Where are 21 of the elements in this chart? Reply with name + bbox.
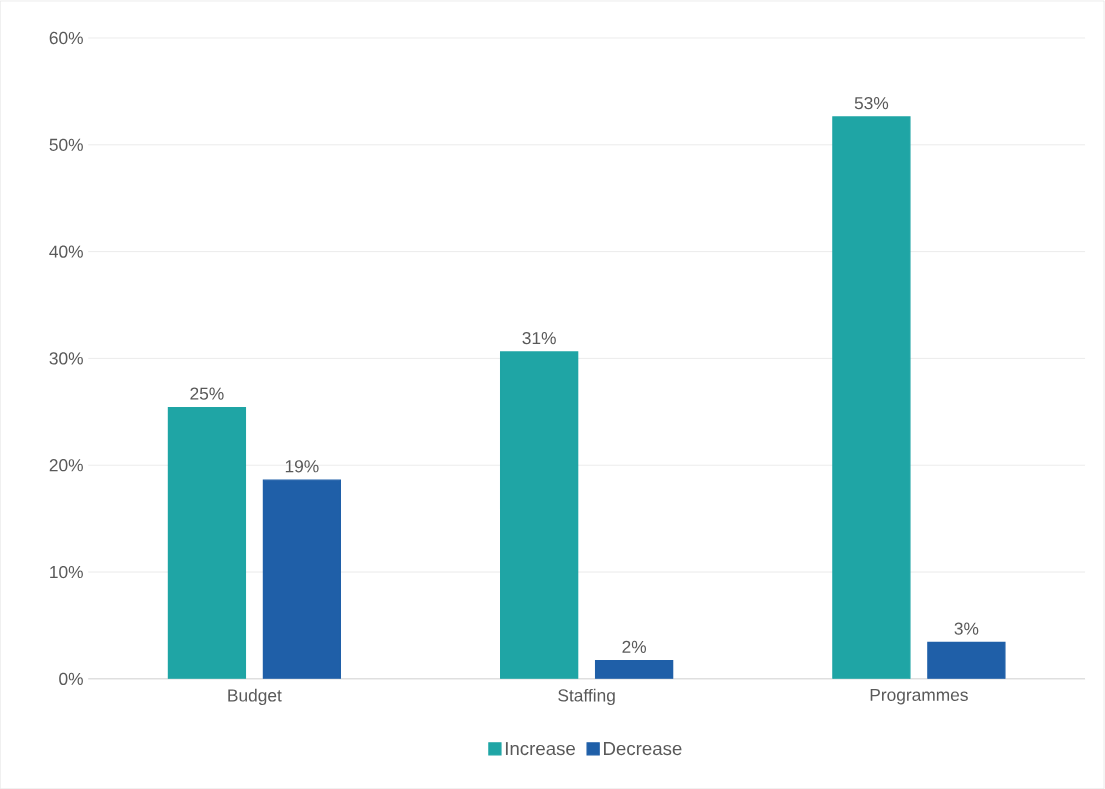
y-tick-label: 60% [49,31,83,45]
y-tick-label: 10% [50,565,83,579]
data-label: 25% [190,387,224,400]
y-tick-label: 0% [59,672,83,685]
data-label: 31% [522,331,556,345]
bar [262,479,342,679]
data-label: 3% [954,622,979,635]
data-label: 2% [622,640,647,653]
data-label: 19% [285,460,319,473]
x-tick-label: Programmes [870,688,968,705]
y-tick-label: 40% [49,245,83,258]
bar [594,659,674,679]
data-label: 53% [854,96,889,110]
x-tick-label: Budget [228,688,282,705]
legend-label: Increase [505,742,575,756]
x-tick-label: Staffing [558,688,615,705]
bar [927,641,1006,679]
legend-label: Decrease [604,742,682,756]
y-tick-label: 20% [49,459,83,472]
y-tick-label: 30% [49,352,83,365]
y-tick-label: 50% [49,138,83,151]
